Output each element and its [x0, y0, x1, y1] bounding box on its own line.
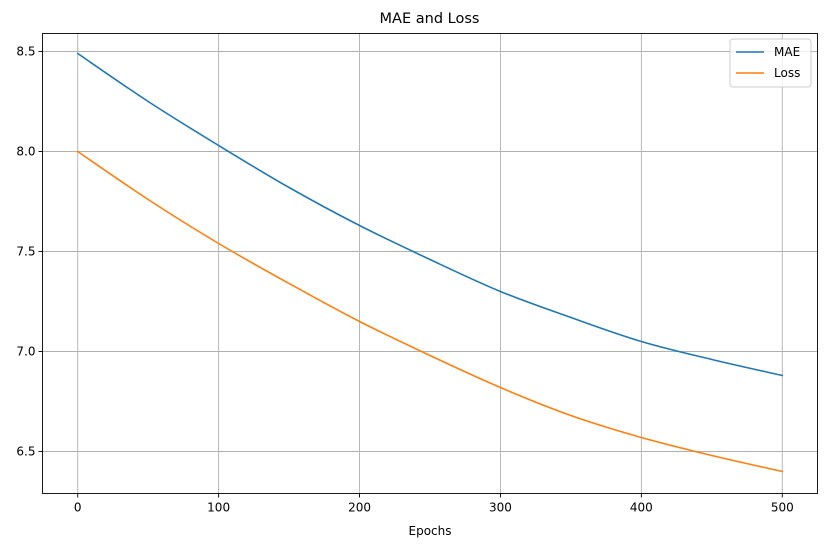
- legend-label-loss: Loss: [774, 66, 800, 80]
- x-tick-label: 200: [348, 501, 371, 515]
- legend-label-mae: MAE: [774, 45, 800, 59]
- x-tick-label: 100: [207, 501, 230, 515]
- plot-frame: [43, 34, 818, 494]
- y-tick-label: 7.0: [16, 345, 35, 359]
- series-line-mae: [78, 54, 783, 376]
- y-tick-label: 7.5: [16, 245, 35, 259]
- grid: [43, 34, 818, 494]
- x-tick-label: 300: [489, 501, 512, 515]
- y-tick-label: 8.0: [16, 145, 35, 159]
- series-layer: [78, 54, 783, 472]
- y-tick-label: 8.5: [16, 45, 35, 59]
- legend: MAE Loss: [730, 39, 811, 87]
- x-axis: 0 100 200 300 400 500: [74, 494, 794, 515]
- y-axis: 6.5 7.0 7.5 8.0 8.5: [16, 45, 42, 459]
- series-line-loss: [78, 152, 783, 472]
- x-tick-label: 400: [630, 501, 653, 515]
- x-tick-label: 500: [771, 501, 794, 515]
- x-axis-title: Epochs: [409, 524, 452, 538]
- chart-title: MAE and Loss: [380, 11, 480, 27]
- x-tick-label: 0: [74, 501, 82, 515]
- y-tick-label: 6.5: [16, 445, 35, 459]
